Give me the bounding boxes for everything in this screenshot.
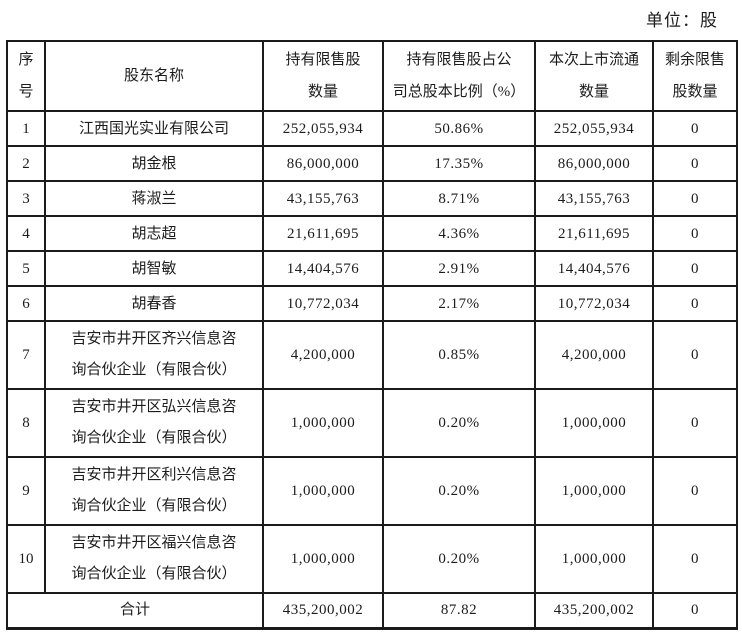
table-row: 8 吉安市井开区弘兴信息咨 询合伙企业（有限合伙） 1,000,000 0.20… bbox=[6, 388, 738, 458]
unit-label: 单位：股 bbox=[646, 11, 718, 30]
remaining-shares-cell: 0 bbox=[652, 145, 738, 182]
pct-cell: 17.35% bbox=[382, 145, 536, 182]
restricted-shares-table: 序 号 股东名称 持有限售股 数量 持有限售股占公 司总股本比例（%） 本次上市… bbox=[6, 40, 738, 630]
pct-cell: 0.85% bbox=[382, 320, 536, 390]
table-row: 1 江西国光实业有限公司 252,055,934 50.86% 252,055,… bbox=[6, 110, 738, 147]
table-row: 10 吉安市井开区福兴信息咨 询合伙企业（有限合伙） 1,000,000 0.2… bbox=[6, 524, 738, 594]
header-pct-of-capital: 持有限售股占公 司总股本比例（%） bbox=[382, 40, 536, 112]
table-row: 6 胡春香 10,772,034 2.17% 10,772,034 0 bbox=[6, 285, 738, 322]
restricted-shares-cell: 1,000,000 bbox=[262, 456, 384, 526]
restricted-shares-cell: 86,000,000 bbox=[262, 145, 384, 182]
listed-shares-cell: 1,000,000 bbox=[534, 524, 654, 594]
listed-shares-cell: 4,200,000 bbox=[534, 320, 654, 390]
remaining-shares-cell: 0 bbox=[652, 320, 738, 390]
seq-cell: 6 bbox=[6, 285, 46, 322]
header-restricted-shares: 持有限售股 数量 bbox=[262, 40, 384, 112]
table-row: 9 吉安市井开区利兴信息咨 询合伙企业（有限合伙） 1,000,000 0.20… bbox=[6, 456, 738, 526]
table-row: 3 蒋淑兰 43,155,763 8.71% 43,155,763 0 bbox=[6, 180, 738, 217]
seq-cell: 7 bbox=[6, 320, 46, 390]
restricted-shares-cell: 1,000,000 bbox=[262, 388, 384, 458]
seq-cell: 9 bbox=[6, 456, 46, 526]
shareholder-name-cell: 吉安市井开区弘兴信息咨 询合伙企业（有限合伙） bbox=[44, 388, 264, 458]
total-pct-cell: 87.82 bbox=[382, 592, 536, 630]
table-row: 7 吉安市井开区齐兴信息咨 询合伙企业（有限合伙） 4,200,000 0.85… bbox=[6, 320, 738, 390]
pct-cell: 0.20% bbox=[382, 388, 536, 458]
restricted-shares-cell: 252,055,934 bbox=[262, 110, 384, 147]
header-remaining-shares: 剩余限售 股数量 bbox=[652, 40, 738, 112]
seq-cell: 4 bbox=[6, 215, 46, 252]
pct-cell: 50.86% bbox=[382, 110, 536, 147]
pct-cell: 8.71% bbox=[382, 180, 536, 217]
seq-cell: 3 bbox=[6, 180, 46, 217]
restricted-shares-cell: 14,404,576 bbox=[262, 250, 384, 287]
listed-shares-cell: 14,404,576 bbox=[534, 250, 654, 287]
seq-cell: 5 bbox=[6, 250, 46, 287]
remaining-shares-cell: 0 bbox=[652, 110, 738, 147]
header-row: 序 号 股东名称 持有限售股 数量 持有限售股占公 司总股本比例（%） 本次上市… bbox=[6, 40, 738, 112]
listed-shares-cell: 21,611,695 bbox=[534, 215, 654, 252]
shareholder-name-cell: 胡春香 bbox=[44, 285, 264, 322]
shareholder-name-cell: 胡智敏 bbox=[44, 250, 264, 287]
listed-shares-cell: 10,772,034 bbox=[534, 285, 654, 322]
listed-shares-cell: 1,000,000 bbox=[534, 456, 654, 526]
listed-shares-cell: 1,000,000 bbox=[534, 388, 654, 458]
shareholder-name-cell: 吉安市井开区福兴信息咨 询合伙企业（有限合伙） bbox=[44, 524, 264, 594]
remaining-shares-cell: 0 bbox=[652, 524, 738, 594]
listed-shares-cell: 86,000,000 bbox=[534, 145, 654, 182]
shareholder-name-cell: 江西国光实业有限公司 bbox=[44, 110, 264, 147]
total-restricted-cell: 435,200,002 bbox=[262, 592, 384, 630]
shareholder-name-cell: 蒋淑兰 bbox=[44, 180, 264, 217]
remaining-shares-cell: 0 bbox=[652, 180, 738, 217]
listed-shares-cell: 43,155,763 bbox=[534, 180, 654, 217]
restricted-shares-cell: 10,772,034 bbox=[262, 285, 384, 322]
pct-cell: 2.17% bbox=[382, 285, 536, 322]
seq-cell: 10 bbox=[6, 524, 46, 594]
pct-cell: 0.20% bbox=[382, 524, 536, 594]
pct-cell: 0.20% bbox=[382, 456, 536, 526]
restricted-shares-cell: 1,000,000 bbox=[262, 524, 384, 594]
total-listed-cell: 435,200,002 bbox=[534, 592, 654, 630]
remaining-shares-cell: 0 bbox=[652, 215, 738, 252]
total-row: 合计 435,200,002 87.82 435,200,002 0 bbox=[6, 592, 738, 630]
table-header: 序 号 股东名称 持有限售股 数量 持有限售股占公 司总股本比例（%） 本次上市… bbox=[6, 40, 738, 112]
header-listed-shares: 本次上市流通 数量 bbox=[534, 40, 654, 112]
restricted-shares-cell: 43,155,763 bbox=[262, 180, 384, 217]
remaining-shares-cell: 0 bbox=[652, 456, 738, 526]
seq-cell: 2 bbox=[6, 145, 46, 182]
shareholder-name-cell: 吉安市井开区齐兴信息咨 询合伙企业（有限合伙） bbox=[44, 320, 264, 390]
seq-cell: 1 bbox=[6, 110, 46, 147]
table-row: 2 胡金根 86,000,000 17.35% 86,000,000 0 bbox=[6, 145, 738, 182]
shareholder-name-cell: 胡志超 bbox=[44, 215, 264, 252]
header-seq: 序 号 bbox=[6, 40, 46, 112]
total-remaining-cell: 0 bbox=[652, 592, 738, 630]
pct-cell: 2.91% bbox=[382, 250, 536, 287]
restricted-shares-cell: 21,611,695 bbox=[262, 215, 384, 252]
table-row: 5 胡智敏 14,404,576 2.91% 14,404,576 0 bbox=[6, 250, 738, 287]
header-shareholder-name: 股东名称 bbox=[44, 40, 264, 112]
seq-cell: 8 bbox=[6, 388, 46, 458]
table-row: 4 胡志超 21,611,695 4.36% 21,611,695 0 bbox=[6, 215, 738, 252]
table-body: 1 江西国光实业有限公司 252,055,934 50.86% 252,055,… bbox=[6, 110, 738, 630]
restricted-shares-cell: 4,200,000 bbox=[262, 320, 384, 390]
pct-cell: 4.36% bbox=[382, 215, 536, 252]
remaining-shares-cell: 0 bbox=[652, 388, 738, 458]
shareholder-name-cell: 胡金根 bbox=[44, 145, 264, 182]
total-label-cell: 合计 bbox=[6, 592, 264, 630]
remaining-shares-cell: 0 bbox=[652, 250, 738, 287]
listed-shares-cell: 252,055,934 bbox=[534, 110, 654, 147]
remaining-shares-cell: 0 bbox=[652, 285, 738, 322]
shareholder-name-cell: 吉安市井开区利兴信息咨 询合伙企业（有限合伙） bbox=[44, 456, 264, 526]
